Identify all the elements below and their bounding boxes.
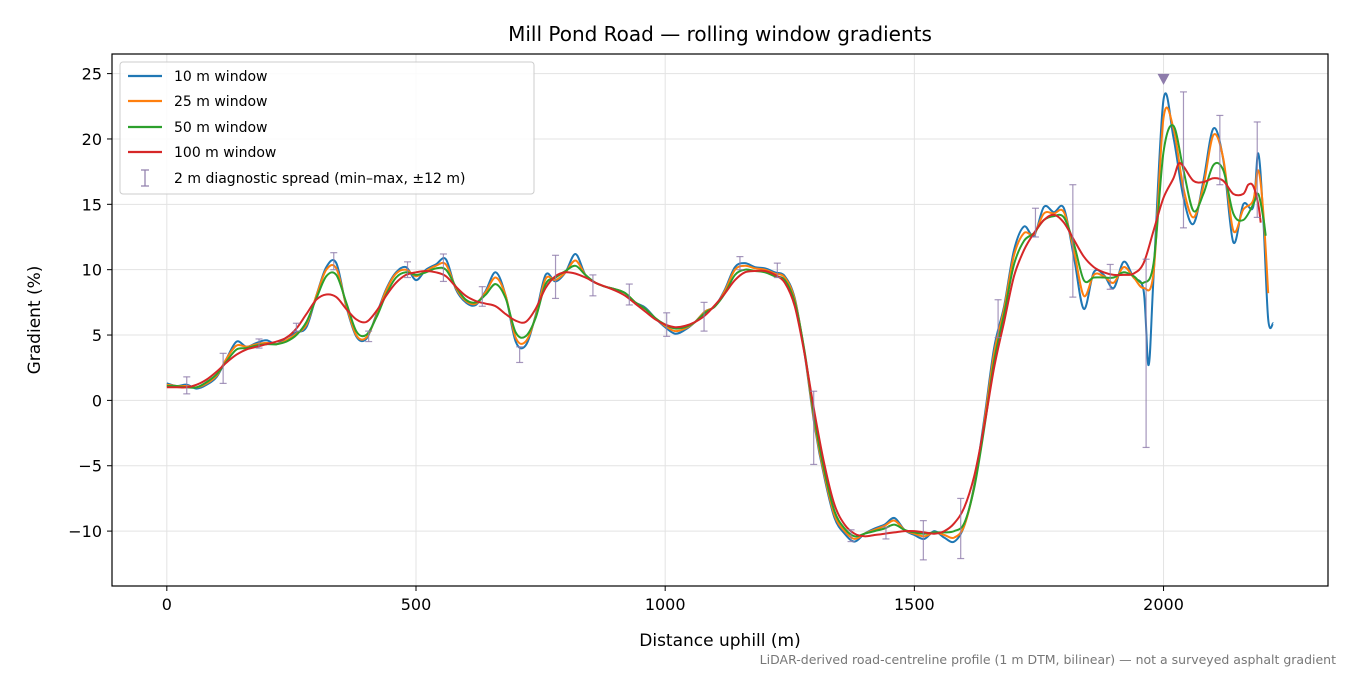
- spread-error-bar: [919, 520, 927, 561]
- y-tick-label: −10: [68, 522, 102, 541]
- legend-label-10m: 10 m window: [174, 69, 267, 85]
- spread-error-bar: [736, 256, 744, 271]
- x-tick-label: 1500: [894, 595, 935, 614]
- legend-label-spread: 2 m diagnostic spread (min–max, ±12 m): [174, 171, 465, 187]
- x-tick-label: 500: [401, 595, 432, 614]
- spread-error-bar: [847, 529, 855, 543]
- spread-error-bar: [700, 301, 708, 332]
- spread-error-bar: [957, 497, 965, 560]
- spread-error-bar: [663, 312, 671, 337]
- y-tick-label: 0: [92, 391, 102, 410]
- spread-error-bar: [810, 390, 818, 466]
- y-tick-label: 25: [82, 65, 102, 84]
- spread-error-bar: [1106, 263, 1114, 290]
- spread-error-bar: [330, 252, 338, 271]
- legend-label-100m: 100 m window: [174, 145, 276, 161]
- spread-error-bar: [478, 286, 486, 307]
- spread-error-bar: [1253, 121, 1261, 218]
- y-tick-label: 20: [82, 130, 102, 149]
- y-axis-title: Gradient (%): [25, 266, 45, 375]
- spread-error-bar: [365, 330, 373, 343]
- legend: 10 m window 25 m window 50 m window 100 …: [119, 61, 535, 195]
- plot-area: [166, 73, 1275, 561]
- axis-ticks: 0 500 1000 1500 2000 −10 −5 0 5 10 15 20 25: [68, 65, 1184, 614]
- spread-error-bar: [552, 254, 560, 300]
- spread-error-bar: [1142, 258, 1150, 449]
- legend-box: [119, 61, 535, 195]
- y-tick-label: −5: [78, 457, 102, 476]
- peak-marker-icon: [1157, 73, 1170, 85]
- spread-error-bar: [1216, 114, 1224, 186]
- spread-error-bar: [292, 322, 300, 332]
- spread-error-bar: [882, 526, 890, 540]
- spread-error-bar: [1031, 207, 1039, 238]
- spread-error-bar: [773, 262, 781, 279]
- chart-title: Mill Pond Road — rolling window gradient…: [508, 22, 932, 46]
- spread-error-bar: [994, 299, 1002, 339]
- footnote: LiDAR-derived road-centreline profile (1…: [760, 652, 1336, 667]
- spread-error-bar: [1069, 184, 1077, 298]
- y-tick-label: 10: [82, 261, 102, 280]
- spread-error-bar: [589, 274, 597, 297]
- x-tick-label: 2000: [1143, 595, 1184, 614]
- plot-frame: [111, 53, 1329, 587]
- spread-error-bar: [404, 261, 412, 279]
- legend-label-50m: 50 m window: [174, 120, 267, 136]
- series-line-100m: [166, 161, 1262, 538]
- x-tick-label: 0: [162, 595, 172, 614]
- spread-error-bar: [219, 352, 227, 384]
- legend-swatch-spread: [141, 169, 149, 187]
- spread-error-bar: [183, 376, 191, 395]
- series-line-10m: [166, 92, 1275, 544]
- spread-error-bar: [255, 338, 263, 349]
- spread-error-bar: [1179, 91, 1187, 229]
- spread-error-bar: [625, 283, 633, 306]
- y-tick-label: 5: [92, 326, 102, 345]
- legend-label-25m: 25 m window: [174, 94, 267, 110]
- x-tick-label: 1000: [645, 595, 686, 614]
- spread-error-bar: [439, 253, 447, 283]
- spread-error-bar: [516, 346, 524, 364]
- series-line-25m: [166, 106, 1270, 540]
- x-axis-title: Distance uphill (m): [639, 631, 800, 651]
- y-tick-label: 15: [82, 195, 102, 214]
